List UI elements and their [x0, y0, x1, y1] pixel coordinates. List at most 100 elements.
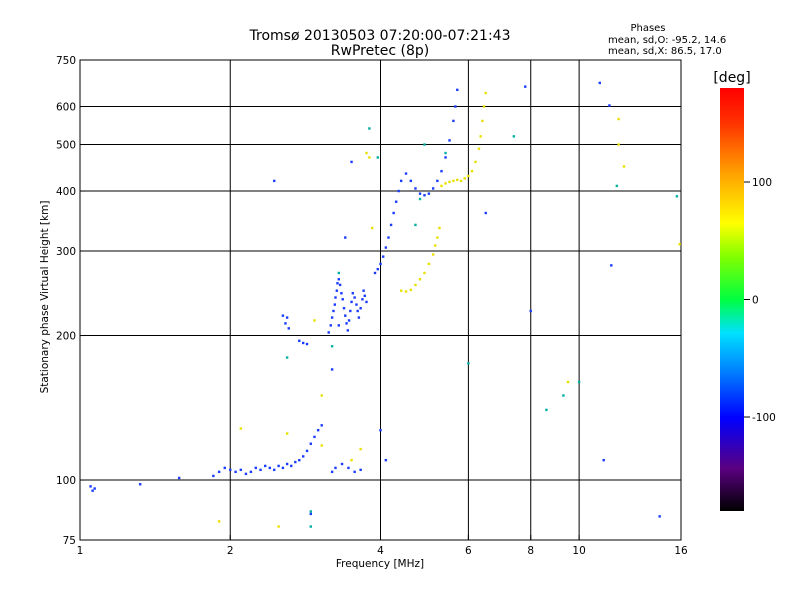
- data-point: [345, 322, 348, 325]
- data-point: [355, 303, 358, 306]
- data-point: [423, 271, 426, 275]
- data-point: [353, 296, 356, 299]
- data-point: [320, 394, 323, 397]
- data-point: [459, 179, 463, 183]
- data-point: [284, 322, 287, 325]
- data-point: [675, 195, 679, 198]
- data-point: [444, 156, 447, 159]
- data-point: [91, 489, 94, 492]
- data-point: [418, 192, 422, 195]
- data-point: [330, 316, 334, 319]
- data-point: [290, 464, 293, 468]
- data-point: [337, 278, 341, 281]
- data-point: [678, 242, 681, 246]
- data-point: [467, 174, 470, 178]
- colorbar-tick-label: 0: [752, 295, 759, 307]
- data-point: [512, 135, 516, 138]
- phase-o-stats: mean, sd,O: -95.2, 14.6: [608, 35, 726, 46]
- data-point: [481, 119, 484, 123]
- y-tick-label: 75: [63, 535, 76, 547]
- data-point: [350, 160, 353, 164]
- data-point: [361, 298, 364, 301]
- y-tick-label: 500: [56, 140, 76, 152]
- data-point: [389, 223, 393, 227]
- data-point: [414, 187, 417, 190]
- data-point: [281, 314, 285, 317]
- colorbar-tick-label: 100: [752, 177, 772, 189]
- data-point: [93, 487, 96, 490]
- data-point: [562, 394, 565, 397]
- data-point: [479, 135, 482, 138]
- data-point: [330, 368, 334, 371]
- data-point: [349, 309, 352, 313]
- data-point: [577, 380, 581, 384]
- data-point: [368, 156, 371, 159]
- data-point: [484, 91, 487, 95]
- colorbar-tick-label: -100: [752, 412, 776, 424]
- data-point: [229, 468, 232, 472]
- data-point: [138, 483, 142, 486]
- data-point: [376, 267, 379, 271]
- data-point: [381, 255, 385, 258]
- data-point: [285, 462, 289, 466]
- data-point: [365, 151, 368, 155]
- data-point: [281, 466, 285, 470]
- data-point: [301, 341, 305, 345]
- data-point: [440, 169, 443, 173]
- data-point: [373, 271, 377, 275]
- data-point: [89, 485, 92, 488]
- data-point: [357, 316, 361, 319]
- data-point: [217, 520, 221, 523]
- data-point: [294, 460, 297, 464]
- data-point: [337, 271, 341, 275]
- data-point: [434, 244, 437, 247]
- data-point: [309, 442, 312, 445]
- data-point: [379, 262, 382, 266]
- data-point: [333, 303, 337, 306]
- data-point: [244, 472, 248, 476]
- data-point: [404, 290, 408, 293]
- data-point: [347, 319, 351, 322]
- y-axis-label: Stationary phase Virtual Height [km]: [39, 201, 51, 394]
- data-point: [414, 223, 417, 227]
- x-tick-label: 16: [674, 545, 688, 557]
- colorbar-ticks: 100 0 -100: [744, 177, 776, 424]
- data-point: [359, 307, 362, 310]
- data-point: [608, 104, 611, 107]
- data-point: [394, 200, 398, 203]
- data-point: [347, 466, 350, 470]
- data-point: [438, 226, 441, 230]
- data-point: [622, 165, 626, 168]
- data-point: [316, 429, 320, 432]
- data-point: [285, 432, 289, 435]
- data-point: [346, 329, 350, 332]
- data-point: [320, 424, 323, 427]
- x-axis-label: Frequency [MHz]: [336, 558, 424, 570]
- data-point: [330, 470, 334, 474]
- data-point: [359, 468, 362, 472]
- data-point: [418, 278, 422, 281]
- x-tick-label: 10: [572, 545, 585, 557]
- data-point: [431, 187, 435, 190]
- data-point: [524, 85, 527, 88]
- data-point: [249, 470, 253, 474]
- data-point: [423, 143, 426, 146]
- x-tick-label: 4: [377, 545, 384, 557]
- axis-ticks: 1 2 4 6 8 10 16 75 100 200 300 400 500 600 750: [56, 55, 688, 557]
- colorbar-label: [deg]: [713, 70, 750, 86]
- data-point: [285, 316, 289, 319]
- data-point: [234, 470, 237, 474]
- data-point: [456, 178, 459, 182]
- data-point: [287, 327, 290, 330]
- data-point: [298, 458, 301, 462]
- data-point: [285, 356, 289, 359]
- data-point: [404, 172, 408, 175]
- data-point: [615, 184, 619, 188]
- data-point: [217, 470, 221, 474]
- data-point: [427, 262, 431, 266]
- colorbar: [720, 88, 744, 511]
- data-point: [362, 289, 365, 292]
- data-point: [273, 468, 276, 472]
- data-point: [350, 300, 353, 304]
